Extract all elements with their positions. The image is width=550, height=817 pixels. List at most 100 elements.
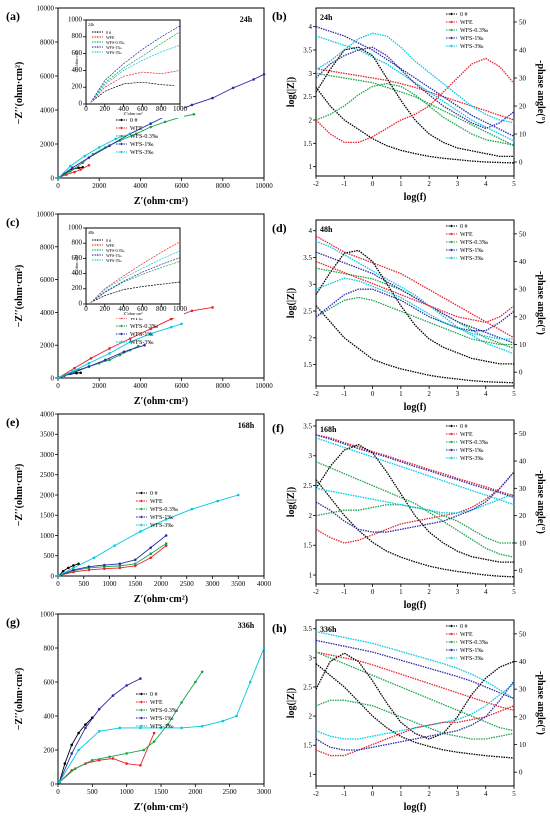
x-tick-label: 1000 (120, 788, 135, 796)
legend-label-wfs-1: WFS-1‰ (150, 716, 173, 722)
x-tick-label: 1 (399, 390, 403, 398)
y-tick-label: 10000 (37, 210, 55, 218)
y-tick-label: 200 (44, 746, 55, 754)
inset-c: 0 200 400 600 800 1000 0 200 400 600 800 1000 48h Z′/… (68, 223, 188, 318)
x-tick-label: 2500 (180, 580, 195, 588)
y-tick-label: 1.5 (303, 742, 312, 750)
legend-label-wfs-1: WFS-1‰ (460, 36, 483, 42)
x-tick-label: 1 (399, 180, 403, 188)
modulus-line-wfs-3 (315, 240, 515, 355)
data-point-wfs-3 (139, 726, 142, 730)
legend-label-0: 0 # (150, 491, 158, 497)
time-label: 48h (320, 225, 333, 234)
inset-background (76, 224, 184, 318)
x-tick-label: 0 (56, 788, 60, 796)
modulus-line-wfs-1 (315, 434, 515, 499)
legend-marker-0 (450, 424, 453, 428)
plot-frame (57, 7, 265, 179)
x-tick-label: -2 (313, 180, 319, 188)
y-tick-label: 3500 (40, 431, 55, 439)
data-point-wfs-3 (97, 730, 101, 733)
x-tick-label: 600 (137, 305, 148, 313)
data-point-wfs-3 (108, 352, 111, 355)
x-tick-label: 3 (456, 180, 460, 188)
legend-marker-wfs-1 (450, 36, 453, 40)
y2-tick-label: 30 (519, 485, 527, 493)
series-line-wfs-3 (58, 647, 265, 783)
legend-label-0: 0 # (460, 224, 468, 230)
y2-tick-label: 30 (519, 686, 527, 694)
x-tick-label: 400 (118, 105, 129, 113)
legend-label-wfe: WFE (460, 632, 473, 638)
inset-y-label: −Z′′/ohm·cm² (74, 254, 79, 277)
y-tick-label: 2000 (40, 140, 55, 148)
y2-axis-label: -phase angle(°) (535, 271, 546, 335)
x-tick-label: 3 (456, 390, 460, 398)
y-tick-label: 4 (309, 23, 313, 31)
legend-marker-wfs-1 (120, 332, 123, 336)
phase-line-wfs-1 (315, 46, 515, 130)
modulus-line-wfs-0-3 (315, 72, 515, 147)
y2-tick-label: 0 (519, 567, 523, 575)
legend-marker-wfe (140, 700, 143, 704)
x-tick-label: 1000 (173, 105, 188, 113)
legend-marker-wfs-0-3 (96, 249, 99, 251)
phase-line-0 (315, 46, 514, 158)
data-point-wfs-1 (103, 563, 106, 567)
x-tick-label: 1000 (173, 305, 188, 313)
legend-label-wfe: WFE (130, 126, 143, 132)
y-tick-label: 1 (309, 163, 313, 171)
x-tick-label: 0 (371, 790, 375, 798)
panel-label: (e) (6, 415, 19, 429)
data-point-wfe (87, 163, 91, 167)
y2-tick-label: 40 (519, 258, 527, 266)
modulus-line-wfe (315, 651, 515, 711)
data-point-wfs-1 (125, 684, 128, 687)
legend-label-wfs-1: WFS-1‰ (130, 332, 153, 338)
legend-marker-wfs-0-3 (450, 440, 453, 444)
panel-label: (a) (6, 9, 20, 23)
legend-label-wfe: WFE (150, 499, 163, 505)
x-tick-label: 1 (399, 790, 403, 798)
x-tick-label: 0 (56, 182, 60, 190)
data-point-wfs-0-3 (142, 748, 146, 752)
x-tick-label: 4000 (257, 580, 272, 588)
series-line-wfs-3 (58, 133, 131, 178)
x-tick-label: 500 (87, 788, 98, 796)
modulus-line-wfs-1 (315, 26, 515, 137)
x-axis-label: log(f) (404, 802, 427, 813)
inset-series-wfs-0-3 (90, 261, 181, 303)
modulus-line-wfs-0-3 (315, 461, 515, 558)
data-point-wfs-0-3 (166, 723, 170, 726)
y-tick-label: 400 (72, 66, 83, 74)
y-tick-label: 2.5 (303, 307, 312, 315)
legend-label-wfe: WFE (460, 432, 473, 438)
inset-time-label: 48h (88, 230, 94, 235)
x-tick-label: 600 (137, 105, 148, 113)
y-tick-label: 400 (44, 712, 55, 720)
series-line-wfs-3 (58, 323, 182, 379)
modulus-line-wfs-1 (315, 251, 515, 344)
data-point-wfs-1 (190, 103, 194, 107)
y-tick-label: 0 (51, 174, 55, 182)
x-tick-label: 800 (156, 105, 167, 113)
data-point-wfs-0-3 (91, 758, 94, 762)
legend-marker-0 (96, 31, 99, 33)
legend-label-wfs-3: WFS-3‰ (106, 50, 122, 55)
x-tick-label: 400 (118, 305, 129, 313)
data-point-wfe (89, 357, 93, 360)
plot-frame (85, 227, 181, 305)
data-point-wfs-1 (72, 568, 75, 572)
y-tick-label: 0 (51, 780, 55, 788)
y-tick-label: 3.5 (303, 625, 312, 633)
y-tick-label: 2 (309, 512, 313, 520)
phase-line-wfs-1 (315, 471, 515, 533)
phase-line-wfs-3 (315, 277, 514, 340)
legend-marker-wfs-3 (140, 523, 143, 527)
y-tick-label: 6000 (40, 72, 55, 80)
data-point-wfs-1 (111, 694, 115, 697)
data-point-0 (61, 569, 65, 573)
data-point-wfs-0-3 (200, 670, 204, 674)
legend-marker-wfs-0-3 (140, 708, 143, 712)
